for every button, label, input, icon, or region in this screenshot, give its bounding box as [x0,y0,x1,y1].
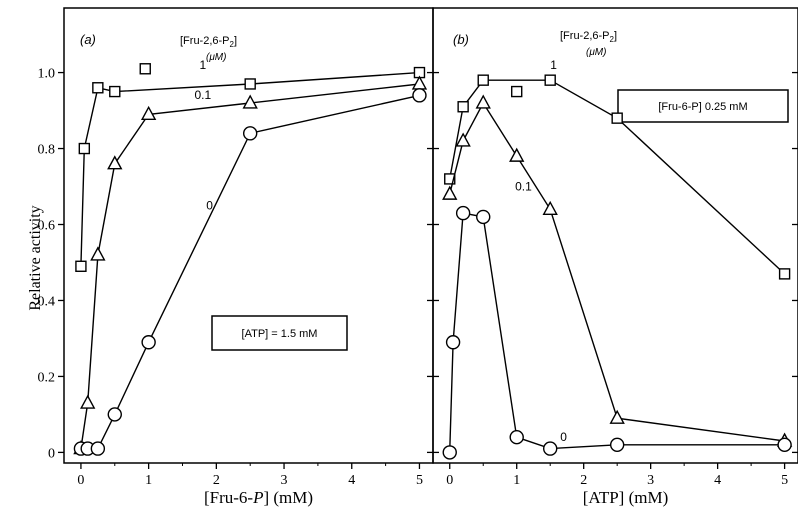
x-axis-label: [ATP] (mM) [583,488,668,507]
annotation-box [617,89,789,123]
x-axis-label-end: ] (mM) [263,488,313,507]
data-point-square [611,112,623,124]
data-point-circle [455,205,471,221]
annotation-box [211,315,348,351]
panel-a: 0 1 2 3 4 500.20.40.60.81.0(a) [Fru-2,6-P2](μM… [38,7,434,507]
data-point-square [75,260,87,272]
legend-title-subscript: 2 [610,35,615,44]
series-line-circle [449,212,785,453]
data-point-triangle [80,394,96,409]
data-point-circle [242,126,258,141]
x-tick-label: 2 [580,473,587,488]
data-point-circle [90,441,106,456]
legend-units: (μM) [206,52,226,63]
series-label: 1 [199,58,206,72]
legend-title-main: [Fru-2,6-P [180,35,230,47]
data-point-triangle [455,132,471,147]
data-point-triangle [242,94,258,109]
data-point-triangle [542,200,558,216]
panel-label: (a) [80,32,96,47]
data-point-circle [609,437,625,453]
series-line-square [80,71,420,267]
x-axis-label: [Fru-6-P] (mM) [204,488,313,507]
legend-title-main: [Fru-2,6-P [560,30,610,42]
data-point-triangle [609,409,625,424]
data-point-circle [777,437,792,453]
y-tick-label: 0 [48,446,55,461]
data-point-square [244,78,256,90]
x-tick-label: 4 [714,473,721,488]
data-point-circle [442,445,457,460]
data-point-circle [412,88,427,103]
series-line-triangle [449,101,785,442]
annotation-text: [Fru-6-P] 0.25 mM [658,101,747,113]
x-axis-label-italic: P [252,488,263,507]
data-point-triangle [475,94,491,109]
data-point-circle [476,209,491,225]
data-point-square [511,85,523,98]
x-tick-label: 5 [781,473,788,488]
data-point-triangle [107,155,123,170]
legend-title-subscript: 2 [230,40,235,49]
y-axis-label: Relative activity [27,205,44,310]
legend-title-end: ] [614,30,617,42]
data-point-square [778,268,791,280]
x-tick-label: 2 [213,473,220,488]
panel-frame [63,7,434,464]
series-line-circle [80,94,420,450]
x-tick-label: 0 [446,473,453,488]
y-tick-label: 1.0 [38,67,56,82]
x-tick-label: 3 [281,473,288,488]
series-label: 1 [550,58,557,72]
data-point-square [78,142,91,155]
data-point-circle [445,335,461,350]
data-point-circle [509,430,524,445]
data-point-square [139,63,151,75]
series-label: 0 [560,430,567,444]
data-point-square [92,82,104,94]
data-point-square [477,74,489,86]
series-label: 0 [206,198,213,212]
data-point-circle [141,335,156,350]
legend-title: [Fru-2,6-P2] [180,35,237,49]
y-tick-label: 0.6 [38,219,56,234]
x-tick-label: 1 [513,473,520,488]
x-tick-label: 5 [416,473,423,488]
panel-label: (b) [453,32,469,47]
data-point-circle [107,407,122,422]
data-point-triangle [442,185,458,200]
x-axis-label-main: [Fru-6- [204,488,253,507]
legend-title-end: ] [234,35,237,47]
data-point-square [109,85,121,98]
x-axis-label-main: [ATP] (mM) [583,488,668,507]
series-line-square [449,79,786,275]
x-tick-label: 3 [647,473,654,488]
legend-units: (μM) [586,47,606,58]
data-point-triangle [509,147,525,162]
y-tick-label: 0.2 [38,370,56,385]
data-point-square [457,101,469,113]
data-point-circle [543,441,558,456]
data-point-square [544,74,556,86]
y-tick-label: 0.8 [38,143,56,158]
data-point-triangle [411,75,428,90]
series-label: 0.1 [515,179,532,193]
panel-b: 0 1 2 3 4 5(b) [Fru-2,6-P2](μM)[ATP] (mM)[Fru-… [432,7,798,507]
annotation-text: [ATP] = 1.5 mM [242,328,318,340]
data-point-triangle [90,246,106,261]
y-tick-label: 0.4 [38,294,56,309]
x-tick-label: 0 [77,473,84,488]
legend-title: [Fru-2,6-P2] [560,30,617,44]
series-label: 0.1 [194,88,211,102]
data-point-triangle [140,105,157,121]
x-tick-label: 4 [348,473,355,488]
data-point-square [444,173,456,185]
x-tick-label: 1 [145,473,152,488]
panel-frame [432,7,798,464]
